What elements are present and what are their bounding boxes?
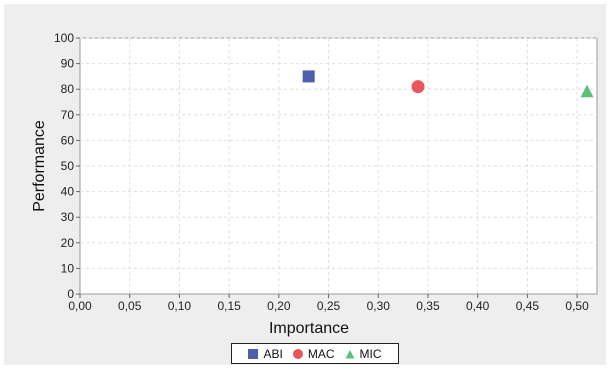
x-axis-title: Importance xyxy=(269,320,349,337)
axis-ticks: 0,00 0,05 0,10 0,15 0,20 0,25 0,30 0,35 0,40 0,45… xyxy=(54,31,589,313)
x-tick-label: 0,00 xyxy=(68,299,92,313)
y-tick-label: 40 xyxy=(61,185,75,199)
y-tick-label: 70 xyxy=(61,108,75,122)
x-tick-label: 0,15 xyxy=(217,299,241,313)
y-tick-label: 30 xyxy=(61,210,75,224)
y-axis-title: Performance xyxy=(31,120,48,212)
legend-item-abi: ABI xyxy=(248,346,283,361)
legend: ABI MAC MIC xyxy=(231,343,399,364)
x-tick-label: 0,10 xyxy=(168,299,192,313)
circle-marker-icon xyxy=(292,348,303,359)
square-marker-icon xyxy=(248,348,259,359)
legend-item-mic: MIC xyxy=(345,347,382,361)
data-point-abi xyxy=(302,70,315,83)
legend-label-abi: ABI xyxy=(263,346,283,361)
grid xyxy=(80,37,597,294)
x-tick-label: 0,50 xyxy=(565,299,589,313)
x-tick-label: 0,35 xyxy=(416,299,440,313)
data-point-mac xyxy=(411,80,425,94)
x-tick-label: 0,45 xyxy=(516,299,540,313)
triangle-marker-icon xyxy=(345,349,354,358)
x-tick-label: 0,25 xyxy=(317,299,341,313)
y-tick-label: 80 xyxy=(61,82,75,96)
x-tick-label: 0,05 xyxy=(118,299,142,313)
y-tick-label: 50 xyxy=(61,159,75,173)
x-tick-label: 0,20 xyxy=(267,299,291,313)
legend-item-mac: MAC xyxy=(292,346,335,361)
y-tick-label: 100 xyxy=(54,31,74,45)
y-tick-label: 90 xyxy=(61,57,75,71)
x-tick-label: 0,40 xyxy=(466,299,490,313)
y-tick-label: 60 xyxy=(61,133,75,147)
legend-label-mic: MIC xyxy=(359,346,382,361)
data-points xyxy=(302,70,594,98)
data-point-mic xyxy=(580,84,594,98)
x-tick-label: 0,30 xyxy=(367,299,391,313)
y-tick-label: 0 xyxy=(67,287,74,301)
y-tick-label: 20 xyxy=(61,236,75,250)
legend-label-mac: MAC xyxy=(307,346,335,361)
y-tick-label: 10 xyxy=(61,261,75,275)
